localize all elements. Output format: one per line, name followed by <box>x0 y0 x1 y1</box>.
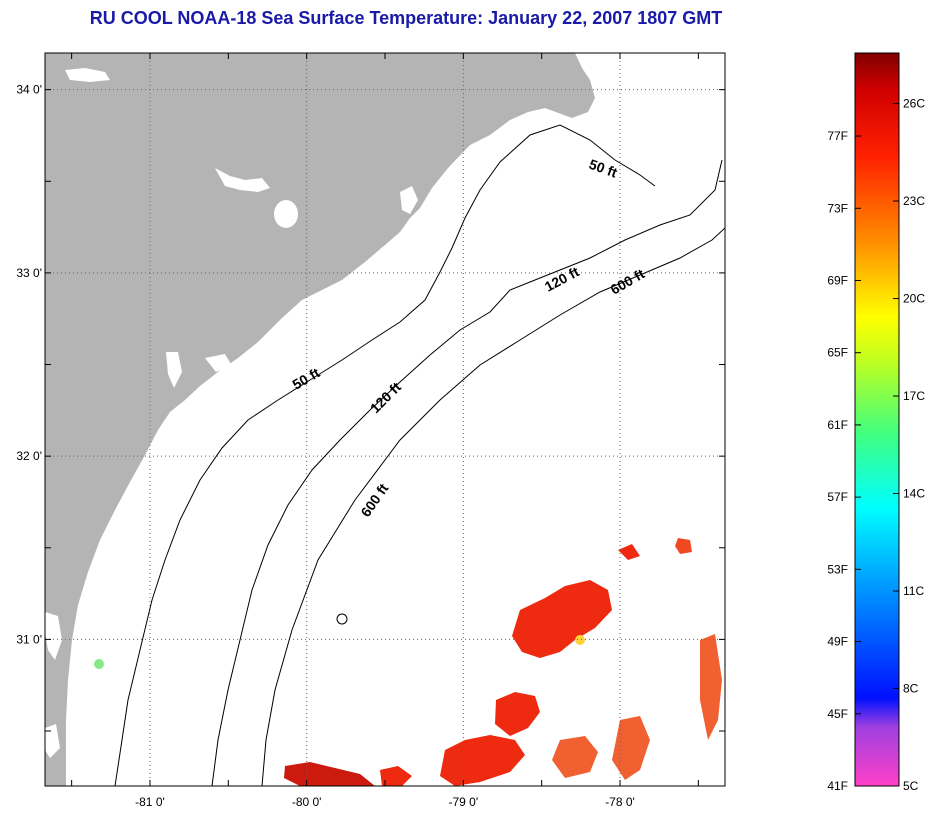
sst-patch <box>440 735 525 786</box>
isobath-600ft <box>261 227 725 786</box>
colorbar-f-label: 53F <box>827 562 848 576</box>
cloud-patch <box>65 68 110 82</box>
colorbar-f-label: 73F <box>827 201 848 215</box>
colorbar-c-label: 8C <box>903 682 919 696</box>
cloud-patch <box>274 200 298 228</box>
cloud-patch <box>205 354 232 372</box>
cloud-patch <box>166 352 182 388</box>
sst-patch <box>512 580 612 658</box>
colorbar-c-label: 5C <box>903 779 919 793</box>
cloud-patch <box>45 724 60 758</box>
colorbar-f-label: 45F <box>827 707 848 721</box>
map-title: RU COOL NOAA-18 Sea Surface Temperature:… <box>89 8 723 28</box>
lon-tick-label: -80 0' <box>292 795 322 809</box>
lat-tick-label: 32 0' <box>16 449 42 463</box>
land-coastline <box>45 53 595 786</box>
lat-tick-label: 34 0' <box>16 83 42 97</box>
cloud-patch <box>400 186 418 214</box>
sst-patch <box>618 544 640 560</box>
colorbar-f-label: 65F <box>827 346 848 360</box>
lon-tick-label: -81 0' <box>135 795 165 809</box>
sst-patch <box>700 634 722 740</box>
isobath-ring <box>336 613 348 625</box>
colorbar-c-label: 20C <box>903 292 925 306</box>
lat-tick-label: 33 0' <box>16 266 42 280</box>
colorbar-c-label: 17C <box>903 389 925 403</box>
sst-patch <box>94 659 104 669</box>
isobath-120ft <box>211 159 723 786</box>
ocean-area <box>600 53 725 165</box>
sst-patch <box>380 766 412 786</box>
lon-tick-label: -78 0' <box>605 795 635 809</box>
cloud-patch <box>215 168 270 192</box>
lat-lon-grid <box>45 53 725 786</box>
colorbar-fahrenheit-labels: 77F 73F 69F 65F 61F 57F 53F 49F 45F 41F <box>827 129 861 793</box>
lat-tick-label: 31 0' <box>16 632 42 646</box>
colorbar-f-label: 77F <box>827 129 848 143</box>
sst-patch <box>575 635 585 645</box>
sst-patch <box>552 736 598 778</box>
colorbar-f-label: 61F <box>827 418 848 432</box>
colorbar <box>854 52 900 787</box>
colorbar-f-label: 41F <box>827 779 848 793</box>
colorbar-c-label: 11C <box>903 584 924 598</box>
longitude-axis: -81 0' -80 0' -79 0' -78 0' <box>71 53 699 809</box>
colorbar-c-label: 26C <box>903 97 925 111</box>
lon-tick-label: -79 0' <box>449 795 479 809</box>
colorbar-f-label: 57F <box>827 490 848 504</box>
latitude-axis: 34 0' 33 0' 32 0' 31 0' <box>16 83 725 732</box>
sst-patch <box>675 538 692 554</box>
colorbar-f-label: 69F <box>827 273 848 287</box>
colorbar-f-label: 49F <box>827 635 848 649</box>
colorbar-celsius-labels: 26C 23C 20C 17C 14C 11C 8C 5C <box>893 97 925 793</box>
sst-patch <box>612 716 650 780</box>
sst-patch <box>495 692 540 736</box>
isobath-50ft <box>114 124 656 786</box>
colorbar-c-label: 23C <box>903 194 925 208</box>
colorbar-c-label: 14C <box>903 487 925 501</box>
cloud-patch <box>45 612 62 660</box>
